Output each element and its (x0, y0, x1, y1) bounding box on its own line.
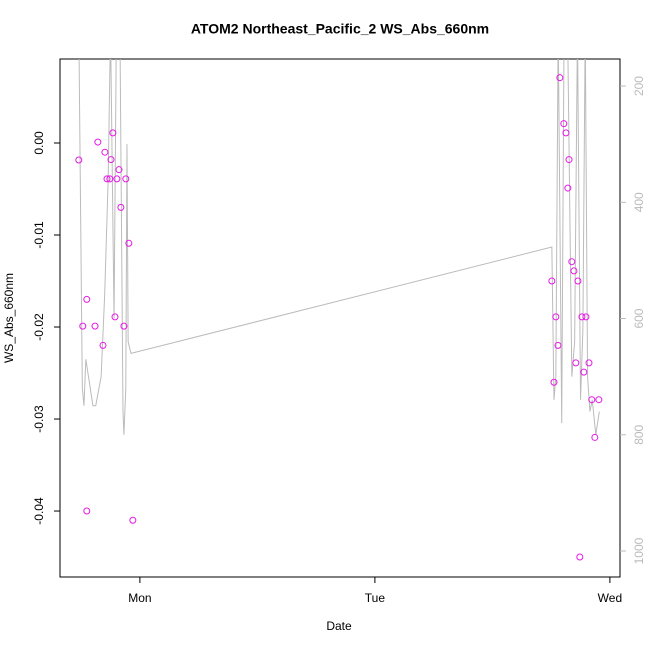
y-axis-label: WS_Abs_660nm (2, 273, 16, 363)
point (565, 156, 573, 164)
point (125, 239, 133, 247)
y-tick-label: -0.01 (32, 221, 46, 249)
point (113, 175, 121, 183)
y-tick-label: 0.00 (32, 131, 46, 155)
point (560, 120, 568, 128)
x-tick-label: Wed (598, 591, 622, 605)
point (570, 267, 578, 275)
point (552, 313, 560, 321)
point (585, 359, 593, 367)
point (83, 295, 91, 303)
point (548, 277, 556, 285)
y2-tick-label: 600 (632, 308, 646, 328)
point (83, 507, 91, 515)
y2-tick-label: 400 (632, 192, 646, 212)
point (582, 313, 590, 321)
point (103, 175, 111, 183)
point (91, 322, 99, 330)
point (117, 203, 125, 211)
point (562, 129, 570, 137)
y2-tick-label: 200 (632, 76, 646, 96)
point (574, 277, 582, 285)
point (576, 553, 584, 561)
point (595, 396, 603, 404)
x-tick-label: Mon (128, 591, 151, 605)
y2-tick-label: 800 (632, 424, 646, 444)
point (120, 322, 128, 330)
point (129, 516, 137, 524)
point (107, 156, 115, 164)
point (122, 175, 130, 183)
chart-title: ATOM2 Northeast_Pacific_2 WS_Abs_660nm (191, 21, 489, 37)
point (568, 258, 576, 266)
point (75, 156, 83, 164)
point (556, 74, 564, 82)
point (106, 175, 114, 183)
point (79, 322, 87, 330)
point (94, 138, 102, 146)
point (564, 184, 572, 192)
point (115, 166, 123, 174)
point (572, 359, 580, 367)
point (109, 129, 117, 137)
point (588, 396, 596, 404)
point (580, 368, 588, 376)
point (591, 433, 599, 441)
x-axis-label: Date (326, 619, 352, 633)
point (99, 341, 107, 349)
plot-frame (59, 58, 621, 578)
plot-area (75, 59, 603, 561)
point (550, 378, 558, 386)
point (101, 148, 109, 156)
x-tick-label: Tue (365, 591, 386, 605)
y-tick-label: -0.03 (32, 405, 46, 433)
point (578, 313, 586, 321)
point (111, 313, 119, 321)
y-tick-label: -0.04 (32, 497, 46, 525)
point (554, 341, 562, 349)
y2-tick-label: 1000 (632, 537, 646, 564)
line (78, 59, 600, 435)
y-tick-label: -0.02 (32, 313, 46, 341)
